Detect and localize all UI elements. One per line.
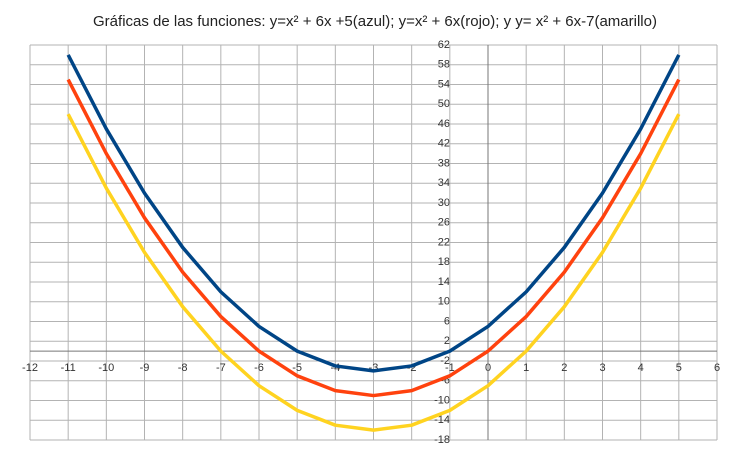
x-tick-label: -7 — [216, 362, 226, 374]
y-tick-label: 42 — [438, 138, 450, 150]
x-tick-label: 4 — [638, 362, 644, 374]
y-tick-label: 46 — [438, 118, 450, 130]
y-tick-label: 10 — [438, 296, 450, 308]
series-line — [66, 54, 681, 373]
x-tick-label: -11 — [61, 362, 76, 374]
series-line — [66, 113, 681, 432]
y-tick-label: 2 — [444, 335, 450, 347]
y-tick-label: -6 — [440, 375, 450, 387]
y-tick-label: -10 — [434, 394, 450, 406]
y-tick-label: 30 — [438, 197, 450, 209]
x-tick-label: 3 — [599, 362, 605, 374]
chart-title: Gráficas de las funciones: y=x² + 6x +5(… — [93, 13, 657, 30]
y-tick-label: 54 — [438, 78, 450, 90]
x-tick-label: 5 — [676, 362, 682, 374]
x-tick-label: -6 — [254, 362, 264, 374]
y-tick-label: 58 — [438, 59, 450, 71]
x-tick-label: 2 — [561, 362, 567, 374]
y-tick-label: 38 — [438, 157, 450, 169]
x-tick-label: -9 — [140, 362, 150, 374]
x-tick-label: -4 — [330, 362, 340, 374]
y-tick-label: -18 — [434, 434, 450, 446]
y-tick-label: 6 — [444, 315, 450, 327]
x-tick-label: -8 — [178, 362, 188, 374]
y-tick-label: 14 — [438, 276, 450, 288]
series-line — [66, 78, 681, 398]
x-tick-label: 1 — [523, 362, 529, 374]
x-tick-label: -1 — [445, 362, 455, 374]
x-tick-label: -5 — [292, 362, 302, 374]
y-tick-label: 34 — [438, 177, 450, 189]
x-tick-label: -3 — [369, 362, 379, 374]
x-tick-label: 6 — [714, 362, 720, 374]
x-tick-label: -10 — [98, 362, 114, 374]
y-tick-label: 50 — [438, 98, 450, 110]
y-tick-label: 18 — [438, 256, 450, 268]
y-tick-label: -14 — [434, 414, 450, 426]
y-tick-label: 62 — [438, 39, 450, 51]
y-tick-label: 26 — [438, 217, 450, 229]
x-tick-label: -2 — [407, 362, 417, 374]
x-tick-label: -12 — [22, 362, 38, 374]
y-tick-label: -2 — [440, 355, 450, 367]
y-tick-label: 22 — [438, 236, 450, 248]
